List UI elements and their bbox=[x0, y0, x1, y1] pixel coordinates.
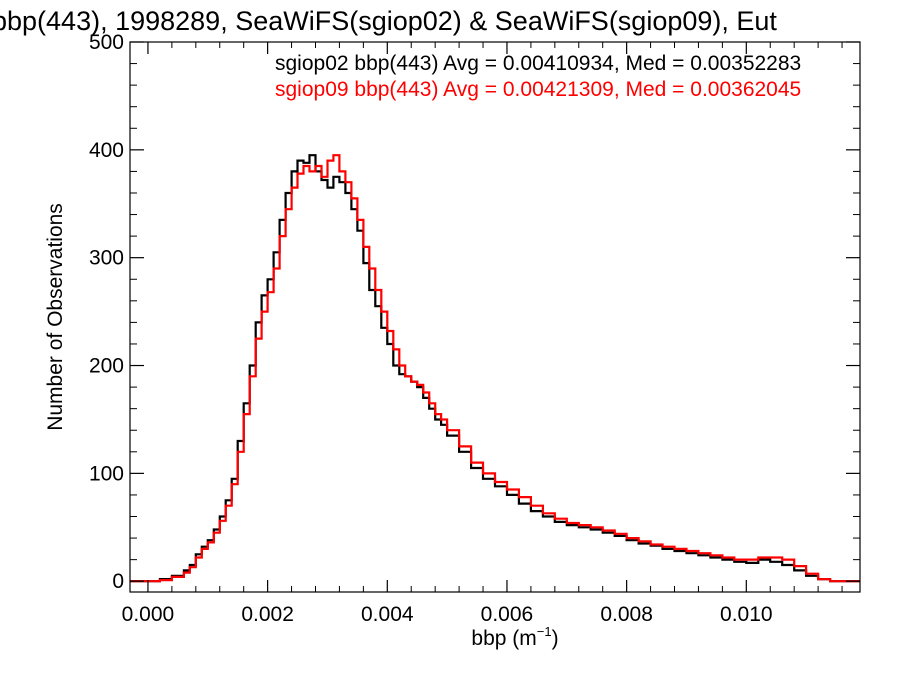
y-tick-label: 200 bbox=[89, 355, 124, 378]
series-line-sgiop02 bbox=[130, 154, 860, 583]
chart-title: bbp(443), 1998289, SeaWiFS(sgiop02) & Se… bbox=[0, 6, 777, 36]
axes-layer: 0.000 0.002 0.004 0.006 0.008 0.010 0 100 200 300… bbox=[89, 31, 861, 626]
x-axis-label: bbp (m−1) bbox=[471, 624, 558, 650]
plot-frame bbox=[129, 41, 861, 593]
y-tick-label: 0 bbox=[112, 570, 124, 593]
x-tick-label: 0.004 bbox=[361, 603, 414, 626]
series-line-sgiop09 bbox=[130, 154, 860, 583]
x-tick-label: 0.002 bbox=[241, 603, 294, 626]
x-tick-label: 0.006 bbox=[481, 603, 534, 626]
x-axis-label-close: ) bbox=[552, 627, 559, 650]
y-tick-label: 500 bbox=[89, 31, 124, 54]
legend-entry-sgiop02: sgiop02 bbp(443) Avg = 0.00410934, Med =… bbox=[275, 52, 801, 75]
x-tick-label: 0.008 bbox=[600, 603, 653, 626]
legend: sgiop02 bbp(443) Avg = 0.00410934, Med =… bbox=[275, 52, 801, 101]
series-layer bbox=[130, 154, 860, 583]
legend-entry-sgiop09: sgiop09 bbp(443) Avg = 0.00421309, Med =… bbox=[275, 78, 801, 101]
y-axis-label: Number of Observations bbox=[44, 203, 67, 431]
y-tick-label: 100 bbox=[89, 462, 124, 485]
x-tick-label: 0.000 bbox=[122, 603, 175, 626]
y-tick-label: 400 bbox=[89, 139, 124, 162]
x-axis-label-main: bbp (m bbox=[471, 627, 536, 650]
y-tick-label: 300 bbox=[89, 247, 124, 270]
x-axis-label-superscript: −1 bbox=[537, 624, 552, 639]
x-tick-label: 0.010 bbox=[720, 603, 773, 626]
